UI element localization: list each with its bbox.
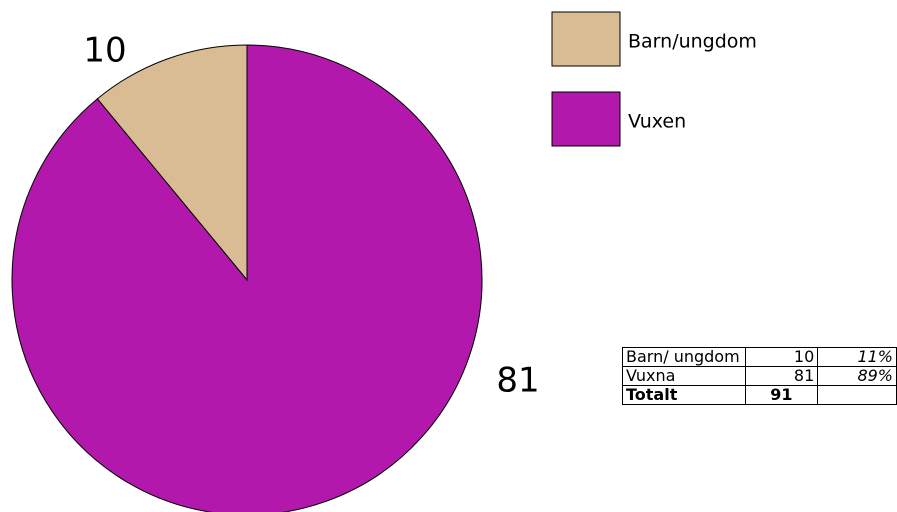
table-row: Vuxna 81 89% <box>622 366 897 386</box>
table-cell: 91 <box>744 385 819 405</box>
table-cell: Barn/ ungdom <box>622 347 746 367</box>
table-cell <box>817 385 897 405</box>
data-label: 81 <box>496 361 539 401</box>
legend-label: Vuxen <box>628 111 686 133</box>
table-cell: 81 <box>744 366 819 386</box>
legend-label: Barn/ungdom <box>628 31 757 53</box>
pie-slice <box>96 44 248 282</box>
legend-swatch <box>551 91 621 147</box>
table-cell: Vuxna <box>622 366 746 386</box>
table-cell: 10 <box>744 347 819 367</box>
summary-table: Barn/ ungdom 10 11% Vuxna 81 89% Totalt 91 <box>622 347 897 405</box>
table-cell: 11% <box>817 347 897 367</box>
legend-swatch <box>551 11 621 67</box>
table-cell: 89% <box>817 366 897 386</box>
table-cell: Totalt <box>622 385 746 405</box>
table-row: Barn/ ungdom 10 11% <box>622 347 897 367</box>
pie-slice <box>11 44 483 512</box>
data-label: 10 <box>83 31 126 71</box>
table-row: Totalt 91 <box>622 385 897 405</box>
